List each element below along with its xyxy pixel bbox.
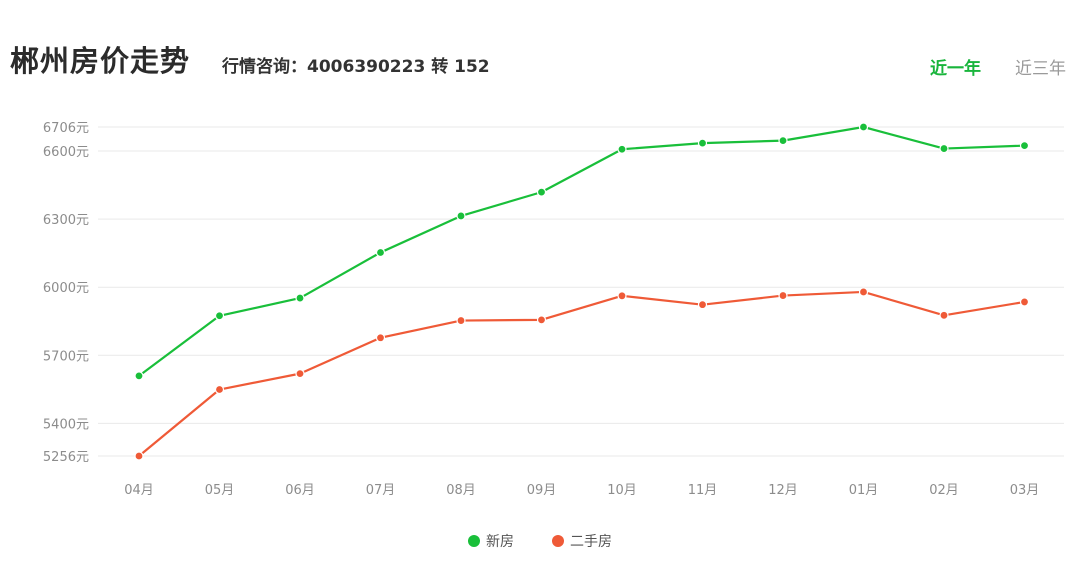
data-point-new	[697, 138, 708, 148]
data-point-new	[536, 187, 547, 197]
y-tick-label: 6000元	[43, 281, 89, 296]
series-line-new	[138, 125, 1025, 377]
data-point-new	[295, 293, 305, 303]
x-tick-label: 04月	[124, 483, 154, 498]
x-tick-label: 06月	[285, 483, 315, 498]
data-point-used	[617, 291, 627, 301]
tab-one-year[interactable]: 近一年	[930, 59, 981, 79]
data-point-used	[697, 300, 708, 310]
data-point-new	[858, 122, 869, 132]
data-point-used	[375, 333, 386, 343]
tab-three-years[interactable]: 近三年	[1015, 59, 1066, 79]
x-tick-label: 11月	[688, 483, 718, 498]
hotline-text: 行情咨询：4006390223 转 152	[222, 57, 490, 77]
data-point-used	[536, 315, 547, 325]
x-tick-label: 02月	[929, 483, 959, 498]
x-tick-label: 09月	[527, 483, 557, 498]
legend-label-new: 新房	[486, 534, 514, 550]
x-tick-label: 07月	[366, 483, 396, 498]
y-tick-label: 6300元	[43, 213, 89, 228]
legend-dot-new	[468, 535, 480, 547]
x-tick-label: 05月	[205, 483, 235, 498]
data-point-used	[778, 290, 788, 301]
data-point-new	[617, 144, 627, 154]
data-point-new	[1019, 141, 1030, 151]
series-line-used	[138, 290, 1025, 457]
period-tabs: 近一年 近三年	[930, 54, 1066, 79]
chart-header: 郴州房价走势 行情咨询：4006390223 转 152 近一年 近三年	[0, 0, 1080, 100]
data-point-new	[375, 247, 386, 258]
y-tick-label: 5256元	[43, 450, 89, 465]
x-tick-label: 08月	[446, 483, 476, 498]
data-point-new	[778, 136, 788, 146]
legend-label-used: 二手房	[570, 534, 612, 550]
data-point-new	[214, 311, 225, 321]
y-tick-label: 6706元	[43, 121, 89, 136]
x-tick-label: 01月	[849, 483, 879, 498]
legend-item-used[interactable]: 二手房	[552, 531, 612, 551]
data-point-used	[939, 310, 949, 320]
data-point-used	[456, 315, 466, 326]
x-tick-label: 12月	[768, 483, 798, 498]
chart-legend: 新房 二手房	[0, 531, 1080, 551]
y-tick-label: 5400元	[43, 417, 89, 432]
legend-item-new[interactable]: 新房	[468, 531, 514, 551]
data-point-new	[939, 143, 949, 154]
data-point-used	[858, 287, 869, 297]
data-point-new	[134, 371, 144, 381]
x-tick-label: 10月	[607, 483, 637, 498]
data-point-used	[134, 451, 144, 461]
page-title: 郴州房价走势	[10, 44, 191, 78]
data-point-used	[295, 369, 305, 379]
y-tick-label: 6600元	[43, 145, 89, 160]
y-tick-label: 5700元	[43, 349, 89, 364]
legend-dot-used	[552, 535, 564, 547]
data-point-used	[1019, 297, 1030, 307]
price-trend-chart: 5256元 5400元 5700元 6000元 6300元 6600元 6706元 04月 05…	[43, 121, 1064, 498]
x-tick-label: 03月	[1010, 483, 1040, 498]
data-point-used	[214, 384, 225, 395]
data-point-new	[456, 211, 466, 221]
